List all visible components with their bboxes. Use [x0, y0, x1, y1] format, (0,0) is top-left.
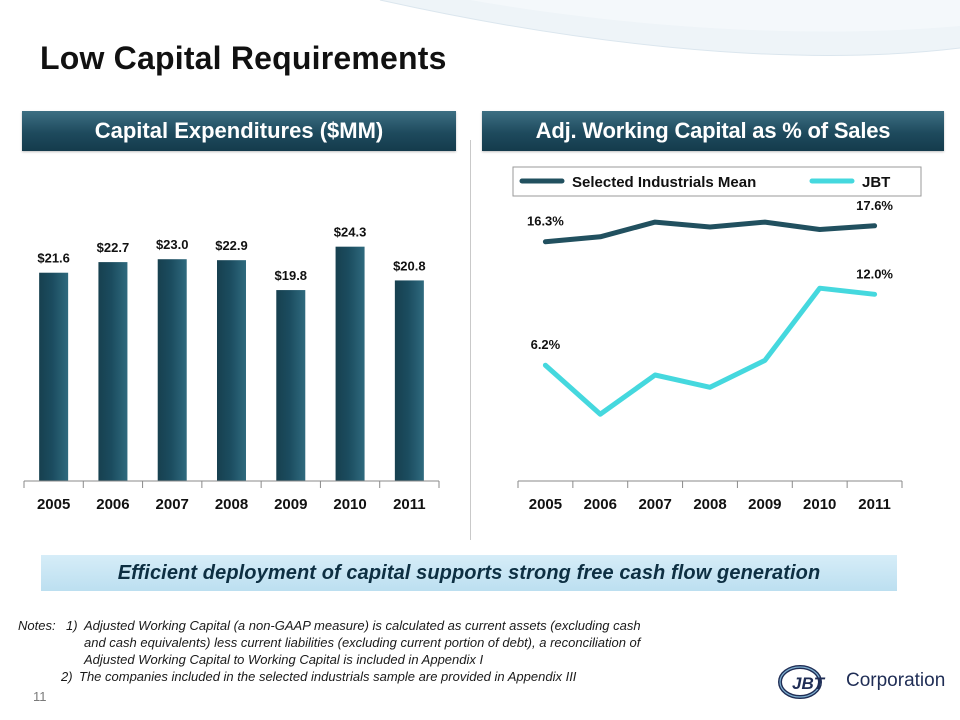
x-tick-label-2011: 2011	[858, 496, 891, 513]
x-tick-label-2006: 2006	[96, 496, 129, 513]
bar-2008	[217, 260, 246, 481]
bar-2009	[276, 290, 306, 481]
series-line-mean	[542, 219, 878, 245]
capex-panel-header: Capital Expenditures ($MM)	[22, 111, 456, 151]
bar-data-label-2008: $22.9	[215, 238, 248, 253]
x-tick-label-2009: 2009	[274, 496, 307, 513]
x-tick-label-2005: 2005	[529, 496, 562, 513]
note-2-label: 2)	[61, 669, 73, 684]
x-tick-label-2008: 2008	[215, 496, 248, 513]
logo-wordmark: Corporation	[846, 670, 946, 691]
panel-divider	[470, 140, 471, 540]
logo-mark-text: JBT	[792, 674, 826, 693]
bar-data-label-2007: $23.0	[156, 237, 189, 252]
x-tick-label-2011: 2011	[393, 496, 426, 513]
note-1-line-1: Adjusted Working Capital (a non-GAAP mea…	[84, 618, 641, 633]
data-label-mean-2005: 16.3%	[527, 214, 564, 229]
x-tick-label-2006: 2006	[584, 496, 617, 513]
series-line-jbt	[542, 285, 878, 417]
jbt-logo-mark: JBT	[778, 665, 826, 699]
slide-title: Low Capital Requirements	[40, 40, 447, 76]
bar-2006	[98, 262, 128, 481]
working-capital-panel-header: Adj. Working Capital as % of Sales	[482, 111, 944, 151]
x-tick-label-2009: 2009	[748, 496, 781, 513]
working-capital-line-chart: Selected Industrials Mean JBT 16.3% 17.6% 6.…	[512, 166, 922, 513]
note-1-line-3: Adjusted Working Capital to Working Capi…	[84, 652, 484, 667]
header-swoosh-decoration	[379, 0, 960, 56]
footnotes: Notes: 1) Adjusted Working Capital (a no…	[18, 617, 778, 685]
key-message-callout: Efficient deployment of capital supports…	[41, 555, 897, 591]
x-tick-label-2005: 2005	[37, 496, 70, 513]
data-label-jbt-2005: 6.2%	[531, 337, 561, 352]
legend-label-jbt: JBT	[862, 174, 890, 191]
bar-data-label-2005: $21.6	[37, 251, 70, 266]
note-2-text: The companies included in the selected i…	[79, 669, 577, 684]
note-1-line-2: and cash equivalents) less current liabi…	[84, 635, 641, 650]
capex-bar-chart: $21.6 2005 $22.7 2006 $23.0 2007 $22.9 2008 $19.…	[23, 225, 440, 513]
x-tick-label-2007: 2007	[638, 496, 671, 513]
x-tick-label-2010: 2010	[803, 496, 836, 513]
legend-label-mean: Selected Industrials Mean	[572, 174, 756, 191]
jbt-logo: JBT Corporation	[776, 660, 946, 704]
note-1-label: 1)	[66, 618, 78, 633]
bar-data-label-2006: $22.7	[97, 240, 130, 255]
bar-data-label-2010: $24.3	[334, 225, 367, 240]
notes-lead: Notes:	[18, 618, 56, 633]
bar-2010	[335, 246, 365, 481]
x-tick-label-2008: 2008	[693, 496, 726, 513]
bar-data-label-2009: $19.8	[275, 268, 308, 283]
bar-2005	[39, 272, 69, 481]
bar-2011	[394, 280, 424, 481]
slide-number: 11	[33, 689, 47, 704]
x-tick-label-2010: 2010	[333, 496, 366, 513]
data-label-jbt-2011: 12.0%	[856, 266, 893, 281]
bar-data-label-2011: $20.8	[393, 258, 426, 273]
x-tick-label-2007: 2007	[156, 496, 189, 513]
bar-2007	[157, 259, 187, 481]
data-label-mean-2011: 17.6%	[856, 198, 893, 213]
